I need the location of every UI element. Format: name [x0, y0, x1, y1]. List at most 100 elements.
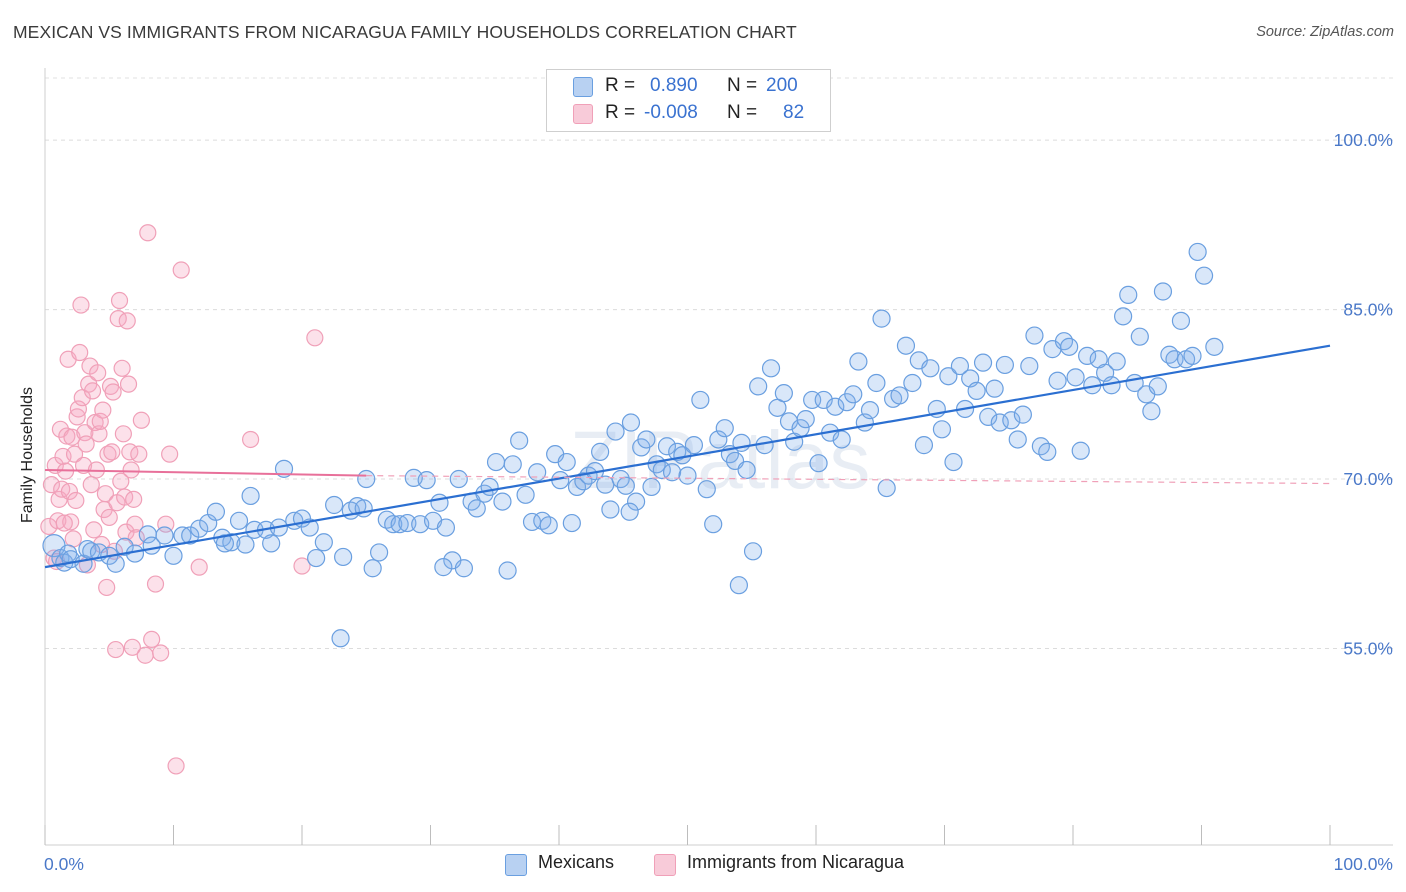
point-mexicans: [1107, 352, 1126, 371]
point-nicaragua: [242, 430, 260, 449]
point-mexicans: [557, 452, 576, 472]
point-mexicans: [454, 559, 474, 578]
point-nicaragua: [130, 445, 148, 463]
point-nicaragua: [146, 575, 165, 593]
point-nicaragua: [98, 578, 116, 597]
point-mexicans: [749, 377, 768, 396]
point-mexicans: [944, 452, 963, 472]
point-nicaragua: [136, 646, 154, 664]
point-mexicans: [390, 515, 409, 534]
point-mexicans: [691, 390, 710, 410]
legend-n-label: N =: [727, 75, 758, 96]
point-nicaragua: [62, 513, 80, 531]
point-mexicans: [832, 430, 851, 449]
y-tick-label: 55.0%: [1343, 638, 1393, 658]
point-mexicans: [932, 420, 952, 439]
legend-swatch-pink: [654, 854, 676, 876]
point-mexicans: [826, 397, 845, 416]
point-nicaragua: [72, 296, 90, 314]
point-mexicans: [181, 526, 200, 545]
point-mexicans: [486, 452, 506, 472]
point-mexicans: [334, 547, 353, 567]
legend-r-label: R =: [605, 102, 636, 123]
point-mexicans: [1066, 368, 1085, 387]
point-mexicans: [684, 436, 704, 455]
point-mexicans: [430, 493, 449, 512]
point-mexicans: [737, 460, 756, 480]
point-nicaragua: [55, 514, 73, 532]
point-mexicans: [1002, 411, 1021, 430]
point-mexicans: [1008, 430, 1027, 449]
point-mexicans: [844, 385, 863, 404]
point-mexicans: [591, 442, 610, 461]
point-mexicans: [621, 413, 641, 432]
point-mexicans: [877, 478, 896, 498]
point-mexicans: [1071, 441, 1090, 460]
point-mexicans: [872, 309, 891, 328]
series-nicaragua-points: [40, 224, 324, 775]
point-mexicans: [262, 534, 281, 553]
point-mexicans: [539, 516, 558, 535]
point-mexicans: [709, 430, 728, 449]
point-mexicans: [357, 469, 376, 489]
point-mexicans: [973, 353, 993, 372]
point-mexicans: [493, 492, 512, 511]
point-mexicans: [1188, 242, 1207, 262]
point-nicaragua: [167, 757, 185, 775]
point-mexicans: [616, 476, 635, 495]
point-mexicans: [229, 511, 249, 530]
point-nicaragua: [96, 485, 114, 503]
point-mexicans: [1142, 402, 1161, 421]
point-nicaragua: [110, 291, 129, 310]
point-nicaragua: [77, 435, 95, 453]
point-mexicans: [331, 629, 350, 648]
point-mexicans: [743, 542, 763, 561]
legend-r-value: -0.008: [644, 102, 698, 123]
point-mexicans: [206, 502, 226, 521]
point-nicaragua: [118, 312, 136, 330]
legend-swatch-blue: [573, 77, 593, 97]
legend-r-label: R =: [605, 75, 636, 96]
point-mexicans: [363, 559, 382, 578]
point-nicaragua: [94, 401, 112, 419]
point-nicaragua: [104, 383, 122, 401]
point-nicaragua: [172, 261, 190, 279]
point-nicaragua: [152, 644, 170, 662]
point-nicaragua: [190, 558, 208, 576]
point-mexicans: [436, 518, 456, 537]
point-mexicans: [950, 356, 970, 376]
point-mexicans: [967, 381, 986, 400]
point-nicaragua: [49, 512, 67, 530]
point-mexicans: [896, 336, 916, 355]
point-mexicans: [528, 463, 547, 482]
point-nicaragua: [71, 343, 89, 362]
point-mexicans: [715, 419, 734, 438]
point-mexicans: [1119, 285, 1138, 304]
point-mexicans: [480, 477, 499, 497]
point-mexicans: [814, 390, 833, 410]
point-nicaragua: [85, 521, 103, 539]
point-nicaragua: [161, 445, 179, 463]
point-mexicans: [498, 561, 517, 580]
stats-legend: R = 0.890 N = 200 R = -0.008 N = 82: [546, 69, 831, 132]
point-nicaragua: [119, 375, 138, 393]
legend-n-value: 200: [766, 75, 798, 96]
trend-line-mexicans: [44, 344, 1331, 569]
trend-lines: [44, 344, 1331, 569]
point-nicaragua: [113, 359, 131, 377]
point-mexicans: [662, 463, 682, 482]
point-mexicans: [678, 466, 697, 485]
point-mexicans: [307, 548, 326, 568]
point-mexicans: [903, 373, 922, 393]
point-mexicans: [222, 533, 241, 552]
chart-title: MEXICAN VS IMMIGRANTS FROM NICARAGUA FAM…: [13, 22, 797, 42]
point-mexicans: [164, 546, 183, 565]
point-mexicans: [1054, 332, 1074, 351]
point-mexicans: [467, 499, 486, 518]
point-mexicans: [990, 413, 1009, 432]
legend-label-nicaragua: Immigrants from Nicaragua: [687, 852, 905, 872]
point-mexicans: [1013, 405, 1032, 424]
point-nicaragua: [125, 490, 143, 508]
point-mexicans: [215, 534, 234, 553]
